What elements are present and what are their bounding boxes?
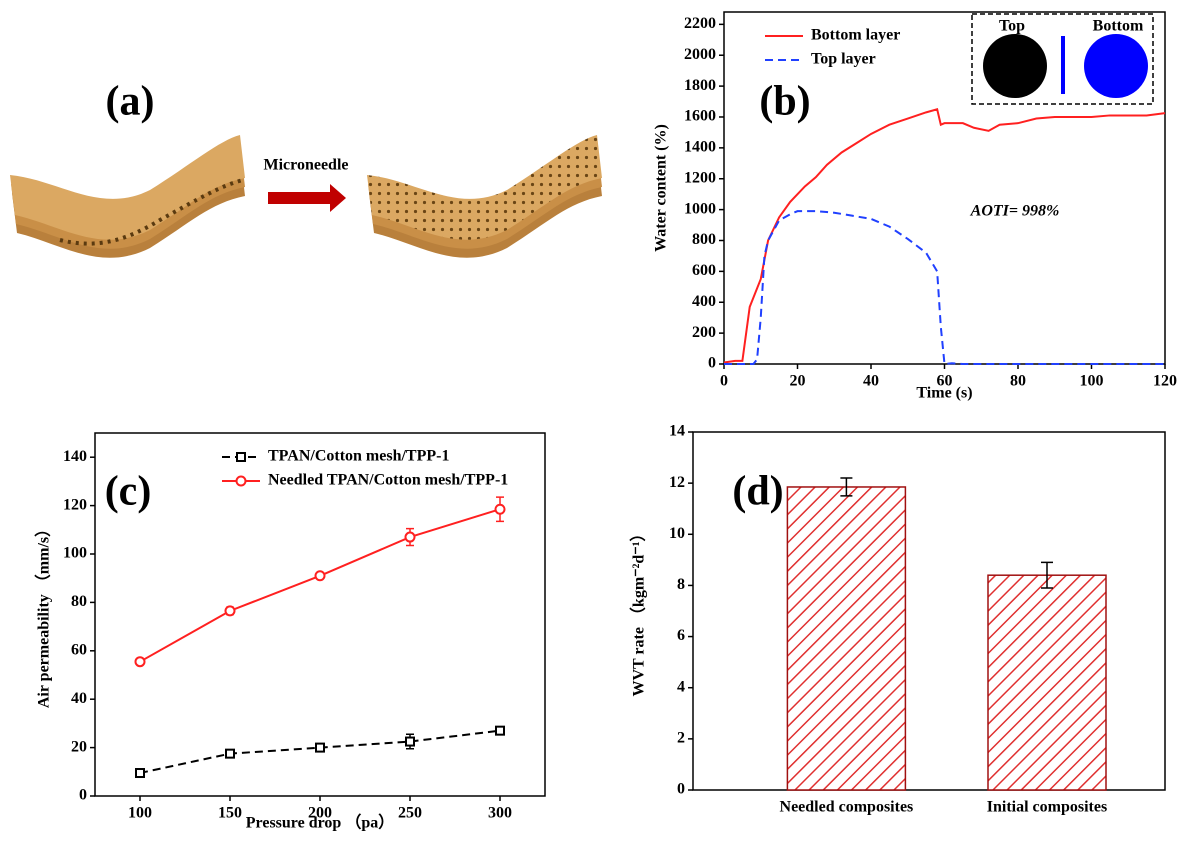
- panel-label: (c): [105, 469, 152, 515]
- inset-label: Bottom: [1093, 18, 1144, 35]
- y-tick-label: 800: [692, 231, 716, 248]
- series-line: [724, 210, 1165, 366]
- marker: [405, 736, 415, 747]
- y-tick-label: 100: [63, 545, 87, 562]
- arrow: [268, 184, 346, 212]
- y-tick-label: 6: [677, 627, 685, 644]
- y-tick-label: 20: [71, 738, 87, 755]
- marker: [134, 656, 146, 668]
- y-tick-label: 60: [71, 641, 87, 658]
- x-tick-label: 100: [128, 805, 152, 822]
- panel-a-drawing: (a) Microneedle: [10, 79, 602, 258]
- y-tick-label: 8: [677, 576, 685, 593]
- y-tick-label: 14: [669, 423, 685, 440]
- y-tick-label: 2: [677, 730, 685, 747]
- x-tick-label: 80: [1010, 373, 1026, 390]
- marker: [495, 725, 505, 736]
- marker: [494, 503, 506, 515]
- inset-top-spot: [983, 34, 1047, 98]
- panel-label: (b): [759, 79, 810, 125]
- x-tick-label: 0: [720, 373, 728, 390]
- panel-label: (d): [732, 469, 783, 515]
- legend-marker: [236, 452, 246, 462]
- x-tick-label: 120: [1153, 373, 1177, 390]
- annotation: AOTI= 998%: [970, 203, 1060, 220]
- inset-bottom-spot: [1084, 34, 1148, 98]
- y-tick-label: 12: [669, 474, 685, 491]
- legend-label: TPAN/Cotton mesh/TPP-1: [268, 448, 449, 465]
- x-tick-label: 300: [488, 805, 512, 822]
- x-tick-label: Initial composites: [987, 799, 1107, 816]
- marker: [224, 605, 236, 617]
- y-tick-label: 80: [71, 593, 87, 610]
- x-tick-label: 40: [863, 373, 879, 390]
- marker: [225, 748, 235, 759]
- x-tick-label: 200: [308, 805, 332, 822]
- y-tick-label: 10: [669, 525, 685, 542]
- y-tick-label: 2200: [684, 15, 716, 32]
- y-tick-label: 400: [692, 293, 716, 310]
- x-tick-label: 20: [790, 373, 806, 390]
- y-tick-label: 600: [692, 262, 716, 279]
- legend-label: Needled TPAN/Cotton mesh/TPP-1: [268, 472, 508, 489]
- y-tick-label: 1800: [684, 77, 716, 94]
- y-tick-label: 1400: [684, 139, 716, 156]
- y-tick-label: 0: [677, 781, 685, 798]
- legend-marker: [235, 475, 247, 487]
- inset-frame: [971, 13, 1154, 105]
- y-axis-label: WVT rate （kgm⁻²d⁻¹）: [630, 525, 648, 696]
- marker: [135, 768, 145, 779]
- bar: [987, 574, 1107, 791]
- sheet: [10, 135, 245, 240]
- inset-label: Top: [999, 18, 1025, 35]
- y-axis-label: Water content (%): [653, 124, 670, 252]
- y-tick-label: 40: [71, 690, 87, 707]
- marker: [315, 742, 325, 753]
- y-tick-label: 140: [63, 448, 87, 465]
- series-line: [139, 508, 501, 663]
- legend-label: Bottom layer: [811, 27, 900, 44]
- y-tick-label: 2000: [684, 46, 716, 63]
- x-axis-label: Pressure drop （pa）: [246, 814, 394, 832]
- y-tick-label: 0: [79, 787, 87, 804]
- x-tick-label: 250: [398, 805, 422, 822]
- y-tick-label: 1000: [684, 200, 716, 217]
- x-tick-label: 60: [937, 373, 953, 390]
- error-bar: [840, 477, 853, 497]
- plot-frame: [692, 431, 1166, 791]
- y-tick-label: 0: [708, 355, 716, 372]
- x-tick-label: 150: [218, 805, 242, 822]
- marker: [314, 570, 326, 582]
- bar: [786, 486, 907, 791]
- series-line: [723, 108, 1166, 364]
- x-tick-label: 100: [1080, 373, 1104, 390]
- sheet-edge: [59, 178, 244, 246]
- y-tick-label: 1600: [684, 108, 716, 125]
- panel-label: (a): [106, 79, 155, 125]
- error-bar: [1041, 561, 1053, 589]
- legend-label: Top layer: [811, 51, 876, 68]
- sheet: [367, 135, 602, 240]
- x-axis-label: Time (s): [916, 385, 972, 402]
- x-tick-label: Needled composites: [780, 799, 914, 816]
- y-tick-label: 120: [63, 496, 87, 513]
- y-axis-label: Air permeability （mm/s）: [35, 521, 53, 708]
- y-tick-label: 200: [692, 324, 716, 341]
- marker: [404, 531, 416, 543]
- y-tick-label: 4: [677, 678, 685, 695]
- y-tick-label: 1200: [684, 169, 716, 186]
- arrow-label: Microneedle: [263, 157, 348, 174]
